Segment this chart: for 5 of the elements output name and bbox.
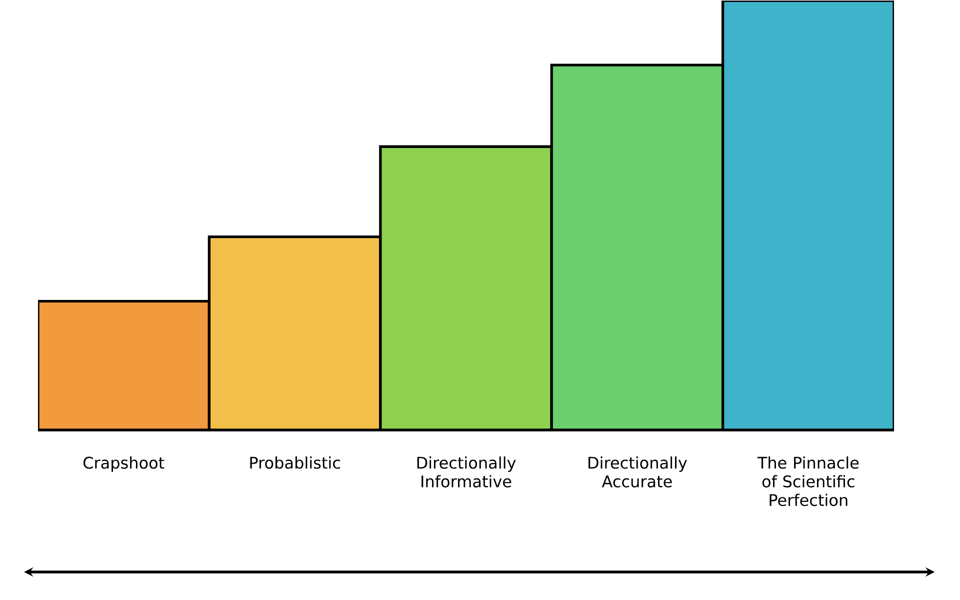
x-tick-label: Probablistic	[250, 456, 340, 469]
x-tick-label: Directionally Accurate	[588, 456, 687, 488]
x-tick-label: Directionally Informative	[417, 456, 516, 488]
x-tick-label: The Pinnacle of Scientific Perfection	[757, 456, 859, 506]
x-tick-label: Crapshoot	[83, 456, 164, 472]
